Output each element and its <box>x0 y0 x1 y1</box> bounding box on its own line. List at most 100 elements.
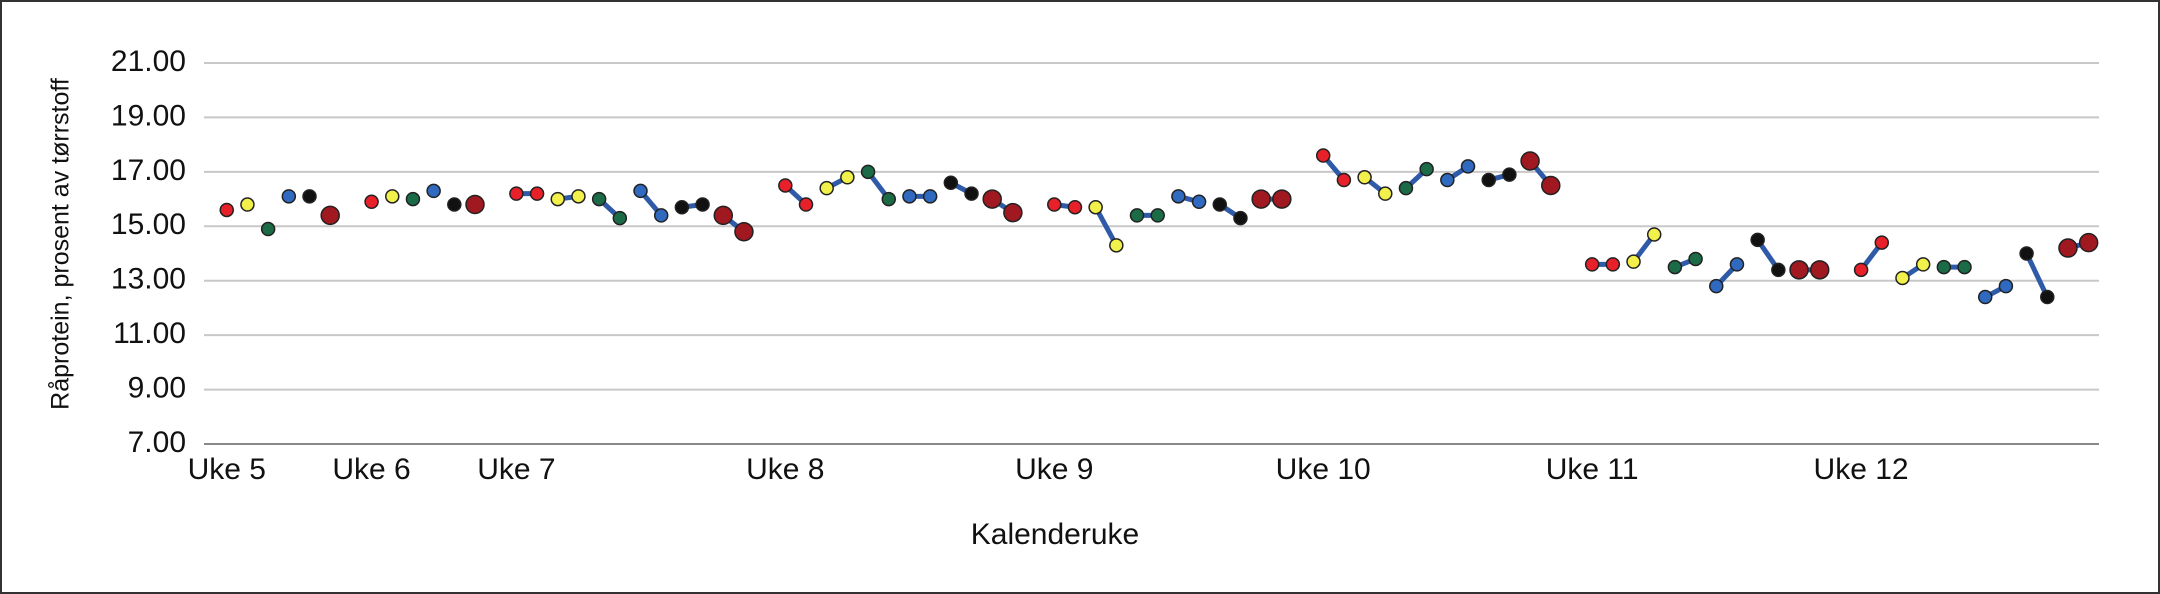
point <box>1357 170 1372 185</box>
point <box>695 197 710 212</box>
point <box>320 205 340 226</box>
point <box>1460 159 1476 174</box>
y-tick-label: 9.00 <box>128 371 186 404</box>
point <box>881 191 897 207</box>
point <box>529 186 545 201</box>
point <box>1771 262 1786 278</box>
point <box>943 175 959 190</box>
point <box>1605 257 1621 272</box>
x-tick-label: Uke 11 <box>1546 453 1639 486</box>
point <box>1233 210 1248 226</box>
x-tick-label: Uke 9 <box>1015 453 1093 486</box>
point <box>2019 246 2034 261</box>
y-tick-label: 13.00 <box>111 263 186 296</box>
point <box>1088 199 1103 215</box>
series-line <box>2024 252 2050 299</box>
point <box>1646 227 1662 242</box>
point <box>571 189 586 204</box>
y-tick-label: 21.00 <box>111 45 186 78</box>
point <box>2040 289 2055 305</box>
point <box>1789 260 1809 280</box>
point <box>1541 175 1561 196</box>
point <box>674 199 690 215</box>
point <box>1853 262 1869 278</box>
y-tick-label: 11.00 <box>113 317 186 350</box>
point <box>1315 148 1331 163</box>
point <box>1398 180 1414 196</box>
point <box>1336 172 1352 188</box>
point <box>1502 167 1517 182</box>
point <box>509 186 524 201</box>
point <box>1003 202 1023 223</box>
point <box>1998 278 2014 294</box>
point <box>591 191 607 207</box>
point <box>405 191 421 207</box>
y-tick-label: 7.00 <box>128 426 186 459</box>
point <box>860 164 876 180</box>
x-tick-label: Uke 7 <box>477 453 555 486</box>
point <box>1419 161 1434 177</box>
point <box>1440 172 1455 188</box>
point <box>964 186 979 201</box>
y-axis-label: Råprotein, prosent av tørrstoff <box>47 78 75 410</box>
point <box>1809 260 1830 280</box>
point <box>713 205 734 226</box>
point <box>219 202 235 218</box>
y-tick-label: 19.00 <box>111 99 186 132</box>
point <box>1171 189 1186 204</box>
point <box>612 210 628 226</box>
point <box>550 191 566 207</box>
point <box>982 189 1002 209</box>
point <box>1709 278 1724 294</box>
point <box>364 194 379 210</box>
point <box>1047 197 1062 212</box>
point <box>1667 259 1683 275</box>
y-tick-label: 17.00 <box>111 154 186 187</box>
point <box>1688 251 1703 267</box>
point <box>734 221 754 242</box>
point <box>281 189 297 204</box>
point <box>1191 194 1207 210</box>
x-tick-label: Uke 10 <box>1276 453 1371 486</box>
point <box>1750 232 1765 248</box>
x-tick-label: Uke 6 <box>332 453 410 486</box>
point <box>653 208 669 223</box>
point <box>1957 259 1972 275</box>
point <box>240 197 255 212</box>
point <box>465 194 485 215</box>
point <box>840 170 855 185</box>
x-tick-label: Uke 5 <box>188 453 266 486</box>
point <box>1915 257 1931 272</box>
point <box>1150 208 1165 223</box>
point <box>1874 235 1890 250</box>
point <box>1251 189 1271 209</box>
point <box>1729 257 1745 272</box>
point <box>1481 172 1496 188</box>
x-axis-label: Kalenderuke <box>971 518 1139 551</box>
x-tick-label: Uke 12 <box>1814 453 1909 486</box>
point <box>2078 232 2099 253</box>
point <box>302 189 317 204</box>
point <box>1378 186 1393 201</box>
point <box>1129 208 1145 223</box>
point <box>1272 189 1292 209</box>
y-tick-label: 15.00 <box>111 208 186 241</box>
point <box>922 189 938 204</box>
point <box>447 197 462 212</box>
point <box>1067 199 1083 215</box>
point <box>902 189 917 204</box>
point <box>1212 197 1228 212</box>
point <box>633 183 648 199</box>
point <box>1626 254 1641 269</box>
point <box>798 197 814 212</box>
point <box>385 189 400 204</box>
point <box>819 180 834 196</box>
point <box>1584 257 1600 272</box>
x-tick-label: Uke 8 <box>746 453 824 486</box>
point <box>1936 259 1952 275</box>
point <box>1977 289 1993 305</box>
point <box>426 183 441 199</box>
point <box>260 221 276 237</box>
